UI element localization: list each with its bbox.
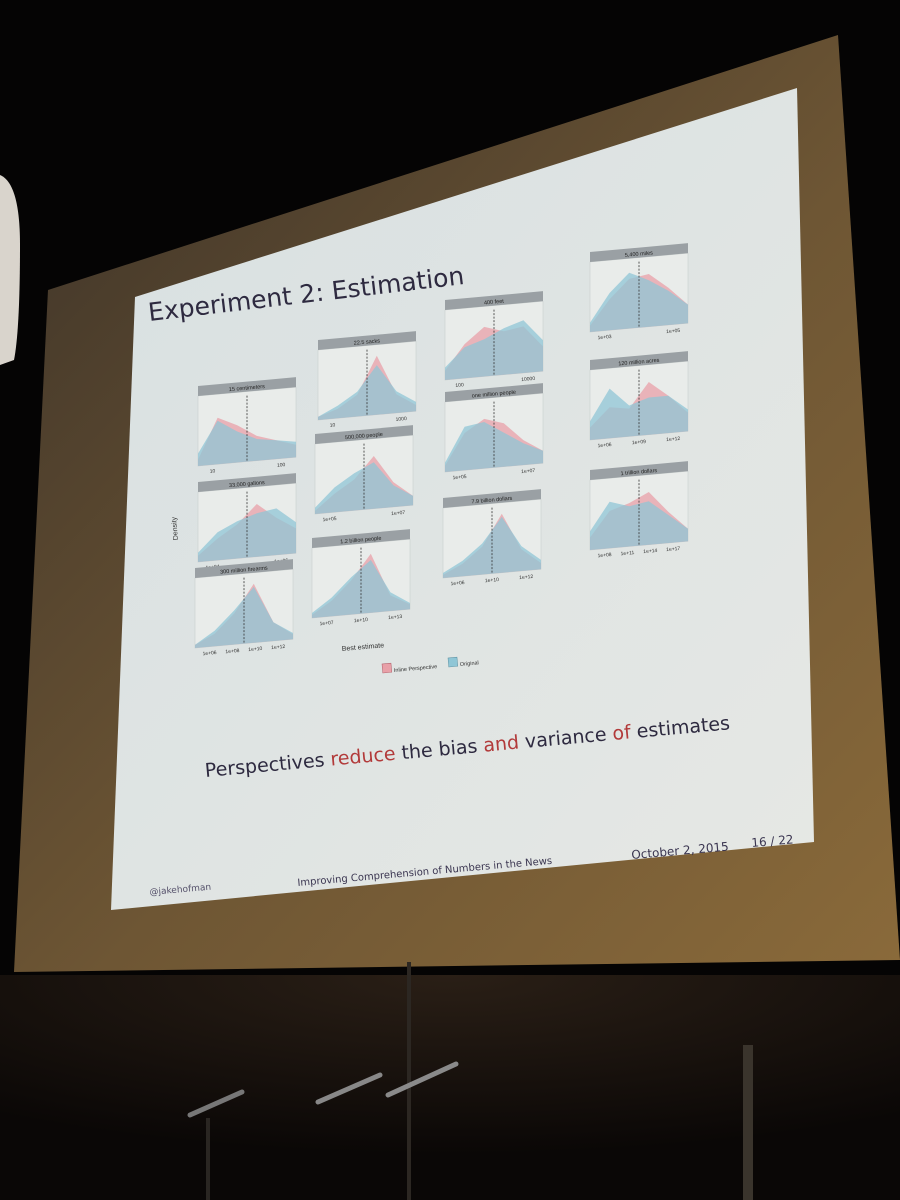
density-panel: 15 centimeters 10 100: [197, 377, 297, 475]
tick-label: 1e+10: [354, 617, 369, 624]
original-density: [315, 462, 413, 514]
panel-title: 120 million acres: [618, 358, 660, 368]
panel-title: 1.2 billion people: [340, 536, 382, 546]
tick-label: 1e+07: [391, 510, 406, 517]
tick-label: 1e+06: [450, 580, 465, 587]
legend-label-inline: Inline Perspective: [394, 664, 438, 674]
density-panel: 120 million acres 1e+06 1e+09 1e+12: [589, 351, 689, 449]
tick-label: 1e+08: [597, 552, 612, 559]
caption-highlight: and: [482, 731, 520, 757]
figure-legend: Inline Perspective Original: [381, 656, 479, 674]
density-panel: 5,400 miles 1e+03 1e+05: [589, 243, 689, 341]
tick-label: 1e+10: [485, 577, 500, 584]
tick-label: 1e+17: [666, 546, 681, 553]
density-panel: 33,000 gallons1e+041e+06: [197, 473, 297, 571]
original-density: [590, 272, 688, 332]
density-panel: 7.9 billion dollars 1e+06 1e+10 1e+12: [442, 489, 542, 587]
x-axis-label: Best estimate: [342, 642, 385, 653]
density-panel: 300 million firearms 1e+06 1e+08 1e+10 1e+12: [194, 559, 294, 657]
density-panel: 400 feet 100 10000: [444, 291, 544, 389]
tick-label: 1e+06: [202, 650, 217, 657]
density-figure: 15 centimeters 10 100 22.5 sacks 10 1000 400 f…: [171, 243, 689, 674]
tick-label: 1000: [395, 416, 407, 423]
panel-title-strip: [318, 331, 416, 350]
density-panel: 1.2 billion people 1e+07 1e+10 1e+13: [311, 529, 411, 627]
tick-label: 1e+06: [597, 442, 612, 449]
tick-label: 1e+12: [271, 644, 286, 651]
tick-label: 1e+11: [620, 550, 634, 557]
stage-area: [0, 975, 900, 1200]
panel-title: 5,400 miles: [625, 250, 654, 258]
y-axis-label: Density: [171, 516, 180, 540]
panel-title: 7.9 billion dollars: [471, 496, 513, 506]
microphone-right: [385, 1061, 459, 1098]
panel-title-strip: [443, 489, 541, 508]
panel-title: 400 feet: [484, 299, 505, 307]
tick-label: 1e+14: [643, 548, 658, 555]
tick-label: 1e+08: [225, 648, 240, 655]
microphones: [187, 1061, 459, 1200]
density-panel: 22.5 sacks 10 1000: [317, 331, 417, 429]
panel-title-strip: [445, 291, 543, 310]
tick-label: 1e+05: [666, 328, 681, 335]
density-panel: 1 trillion dollars 1e+08 1e+11 1e+14 1e+17: [589, 461, 689, 559]
panel-title: 33,000 gallons: [229, 480, 265, 489]
tick-label: 100: [277, 462, 286, 469]
tick-label: 10: [330, 422, 336, 428]
tick-label: 1e+12: [519, 574, 534, 581]
tick-label: 100: [455, 382, 464, 389]
original-density: [590, 388, 688, 440]
tick-label: 1e+09: [632, 439, 647, 446]
panel-title: 500,000 people: [345, 432, 383, 441]
tick-label: 1e+12: [666, 436, 681, 443]
original-density: [198, 420, 296, 466]
panel-title-strip: [590, 461, 688, 480]
original-density: [445, 320, 543, 380]
mic-stand-pole: [407, 962, 411, 1200]
panel-title-strip: [590, 351, 688, 370]
panel-title-strip: [198, 377, 296, 396]
panel-title-strip: [198, 473, 296, 492]
stand-leg: [743, 1045, 753, 1200]
tick-label: 1e+10: [248, 646, 263, 653]
panel-title: one million people: [472, 390, 517, 400]
legend-swatch-original: [447, 656, 459, 668]
tick-label: 1e+05: [452, 474, 467, 481]
microphone-left: [187, 1089, 245, 1118]
panel-title-strip: [590, 243, 688, 262]
tick-label: 10000: [521, 376, 536, 383]
density-panel: 500,000 people 1e+05 1e+07: [314, 425, 414, 523]
panel-title: 1 trillion dollars: [620, 468, 657, 477]
panel-title: 15 centimeters: [229, 384, 266, 393]
tick-label: 1e+07: [319, 620, 334, 627]
legend-swatch-inline: [381, 662, 393, 674]
panel-title: 22.5 sacks: [354, 338, 381, 346]
tick-label: 10: [210, 468, 216, 474]
tick-label: 1e+05: [322, 516, 337, 523]
original-density: [312, 560, 410, 618]
density-panel: one million people 1e+05 1e+07: [444, 383, 544, 481]
microphone-center: [315, 1072, 383, 1105]
panel-title-strip: [312, 529, 410, 548]
panel-title: 300 million firearms: [220, 565, 268, 575]
legend-label-original: Original: [460, 660, 479, 668]
panel-title-strip: [315, 425, 413, 444]
tick-label: 1e+07: [521, 468, 536, 475]
original-density: [445, 422, 543, 472]
audience-shoulder: [0, 175, 20, 365]
tick-label: 1e+03: [597, 334, 612, 341]
panel-title-strip: [445, 383, 543, 402]
panel-title-strip: [195, 559, 293, 578]
tick-label: 1e+13: [388, 614, 403, 621]
